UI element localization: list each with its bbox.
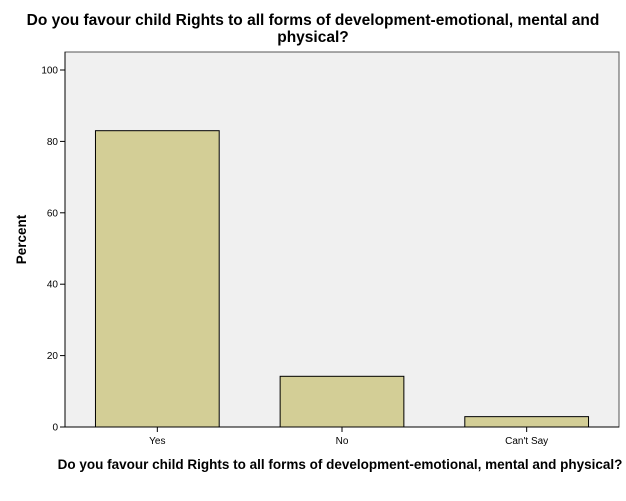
x-tick-label: No	[336, 436, 349, 447]
y-tick-label: 0	[52, 423, 58, 434]
x-tick-label: Can't Say	[505, 436, 548, 447]
bar-no	[279, 375, 405, 428]
y-tick-label: 100	[41, 66, 58, 77]
bars	[94, 130, 590, 428]
y-axis: 0 20 40 60 80 100	[41, 52, 66, 434]
y-axis-label: Percent	[14, 214, 29, 264]
x-axis: Yes No Can't Say	[65, 426, 619, 447]
y-tick-label: 80	[47, 137, 59, 148]
chart-title: Do you favour child Rights to all forms …	[26, 12, 600, 46]
y-tick-label: 20	[47, 351, 59, 362]
x-tick-label: Yes	[149, 436, 165, 447]
x-axis-title: Do you favour child Rights to all forms …	[57, 457, 623, 472]
y-tick-label: 40	[47, 280, 59, 291]
bar-can-t-say	[464, 416, 590, 428]
y-tick-label: 60	[47, 208, 59, 219]
bar-yes	[94, 130, 220, 428]
